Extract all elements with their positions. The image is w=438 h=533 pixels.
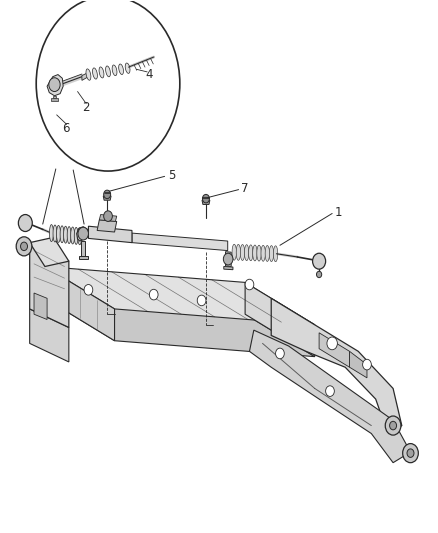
Polygon shape bbox=[226, 252, 231, 266]
Polygon shape bbox=[77, 227, 88, 241]
Circle shape bbox=[363, 359, 371, 370]
Polygon shape bbox=[99, 215, 117, 221]
Ellipse shape bbox=[269, 246, 274, 262]
Polygon shape bbox=[30, 309, 69, 362]
Text: 2: 2 bbox=[82, 101, 90, 114]
Circle shape bbox=[276, 348, 284, 359]
Polygon shape bbox=[51, 99, 57, 101]
Ellipse shape bbox=[119, 64, 124, 75]
Text: 7: 7 bbox=[241, 182, 249, 195]
Ellipse shape bbox=[244, 245, 249, 261]
Polygon shape bbox=[319, 333, 350, 367]
Circle shape bbox=[385, 416, 401, 435]
Polygon shape bbox=[202, 200, 210, 205]
Text: 6: 6 bbox=[62, 122, 70, 135]
Polygon shape bbox=[103, 196, 111, 200]
Ellipse shape bbox=[106, 66, 110, 77]
Circle shape bbox=[407, 449, 414, 457]
Ellipse shape bbox=[64, 226, 67, 243]
Circle shape bbox=[327, 337, 337, 350]
Ellipse shape bbox=[53, 225, 57, 242]
Circle shape bbox=[78, 227, 88, 240]
Circle shape bbox=[18, 215, 32, 231]
Polygon shape bbox=[79, 256, 88, 259]
Ellipse shape bbox=[112, 65, 117, 76]
Circle shape bbox=[16, 237, 32, 256]
Polygon shape bbox=[30, 243, 69, 327]
Ellipse shape bbox=[57, 225, 60, 243]
Ellipse shape bbox=[78, 228, 82, 245]
Polygon shape bbox=[47, 75, 63, 96]
Polygon shape bbox=[34, 293, 47, 319]
Polygon shape bbox=[97, 220, 117, 232]
Ellipse shape bbox=[232, 244, 237, 260]
Ellipse shape bbox=[257, 245, 261, 261]
Circle shape bbox=[149, 289, 158, 300]
Ellipse shape bbox=[249, 245, 253, 261]
Polygon shape bbox=[81, 241, 85, 256]
Polygon shape bbox=[88, 226, 132, 243]
Ellipse shape bbox=[125, 63, 130, 74]
Circle shape bbox=[403, 443, 418, 463]
Ellipse shape bbox=[99, 67, 104, 78]
Circle shape bbox=[104, 190, 111, 199]
Polygon shape bbox=[45, 298, 315, 357]
Text: 5: 5 bbox=[168, 169, 176, 182]
Circle shape bbox=[36, 0, 180, 171]
Ellipse shape bbox=[86, 69, 91, 80]
Polygon shape bbox=[132, 233, 228, 251]
Ellipse shape bbox=[60, 226, 64, 243]
Ellipse shape bbox=[71, 227, 74, 244]
Circle shape bbox=[325, 386, 334, 397]
Polygon shape bbox=[224, 266, 233, 270]
Polygon shape bbox=[245, 282, 315, 357]
Circle shape bbox=[317, 271, 322, 278]
Ellipse shape bbox=[253, 245, 257, 261]
Ellipse shape bbox=[265, 246, 269, 261]
Ellipse shape bbox=[261, 245, 265, 261]
Polygon shape bbox=[82, 72, 88, 80]
Ellipse shape bbox=[74, 228, 78, 244]
Text: 4: 4 bbox=[145, 68, 153, 81]
Ellipse shape bbox=[92, 68, 97, 79]
Ellipse shape bbox=[236, 245, 240, 260]
Polygon shape bbox=[271, 298, 402, 436]
Circle shape bbox=[390, 421, 396, 430]
Ellipse shape bbox=[240, 245, 245, 261]
Polygon shape bbox=[45, 266, 315, 325]
Polygon shape bbox=[53, 96, 56, 99]
Circle shape bbox=[49, 78, 60, 92]
Polygon shape bbox=[350, 351, 367, 378]
Ellipse shape bbox=[273, 246, 278, 262]
Text: 1: 1 bbox=[335, 206, 343, 220]
Circle shape bbox=[21, 242, 28, 251]
Circle shape bbox=[197, 295, 206, 306]
Ellipse shape bbox=[67, 227, 71, 244]
Polygon shape bbox=[250, 330, 410, 463]
Circle shape bbox=[104, 211, 113, 221]
Circle shape bbox=[202, 195, 209, 203]
Circle shape bbox=[223, 253, 233, 265]
Polygon shape bbox=[45, 266, 115, 341]
Ellipse shape bbox=[49, 224, 53, 241]
Circle shape bbox=[84, 285, 93, 295]
Circle shape bbox=[313, 253, 325, 269]
Polygon shape bbox=[30, 237, 69, 266]
Circle shape bbox=[245, 279, 254, 290]
